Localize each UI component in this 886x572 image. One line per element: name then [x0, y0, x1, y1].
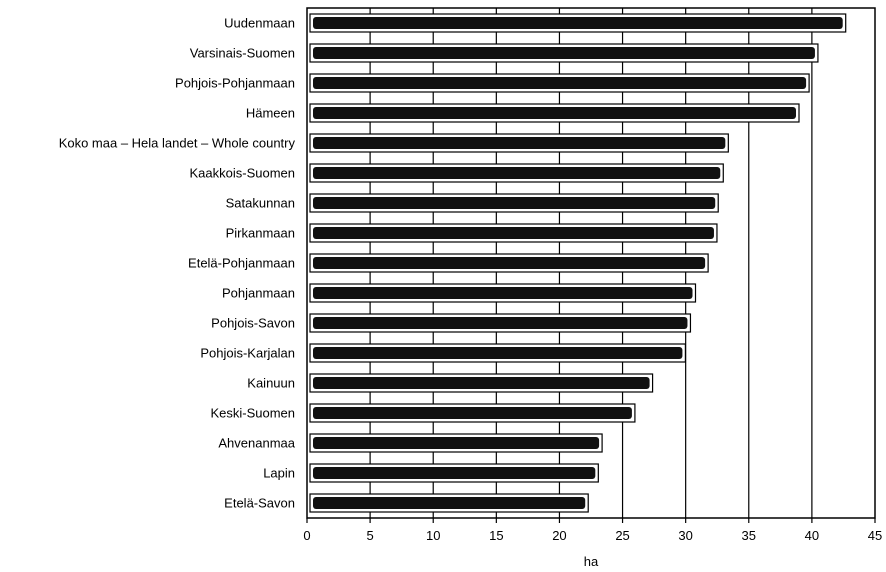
x-tick-label: 0: [303, 528, 310, 543]
plot-frame: [306, 7, 876, 519]
x-tick-label: 30: [678, 528, 692, 543]
bar: [313, 257, 706, 269]
x-tick-label: 10: [426, 528, 440, 543]
bar: [313, 227, 714, 239]
category-label: Koko maa – Hela landet – Whole country: [59, 136, 296, 151]
x-tick-label: 5: [366, 528, 373, 543]
category-labels: Uudenmaan Varsinais-Suomen Pohjois-Pohjanm…: [59, 16, 296, 511]
category-label: Keski-Suomen: [210, 406, 295, 421]
bar: [313, 137, 726, 149]
bar: [313, 287, 693, 299]
bar: [313, 497, 586, 509]
category-label: Pohjanmaan: [222, 286, 295, 301]
bar: [313, 467, 596, 479]
bar: [313, 77, 807, 89]
category-label: Kaakkois-Suomen: [190, 166, 296, 181]
category-label: Pohjois-Savon: [211, 316, 295, 331]
bar: [313, 407, 632, 419]
category-label: Varsinais-Suomen: [190, 46, 295, 61]
x-tick-label: 40: [805, 528, 819, 543]
x-tick-label: 20: [552, 528, 566, 543]
x-tick-label: 45: [868, 528, 882, 543]
bar: [313, 17, 843, 29]
category-label: Lapin: [263, 466, 295, 481]
bar: [313, 317, 688, 329]
category-label: Etelä-Pohjanmaan: [188, 256, 295, 271]
category-label: Satakunnan: [226, 196, 295, 211]
category-label: Hämeen: [246, 106, 295, 121]
x-tick-label: 35: [742, 528, 756, 543]
x-tick-label: 25: [615, 528, 629, 543]
category-label: Pirkanmaan: [226, 226, 295, 241]
category-label: Pohjois-Karjalan: [200, 346, 295, 361]
bar: [313, 47, 815, 59]
category-label: Kainuun: [247, 376, 295, 391]
bar: [313, 197, 716, 209]
bar: [313, 167, 721, 179]
bar: [313, 377, 650, 389]
category-label: Ahvenanmaa: [218, 436, 295, 451]
bar: [313, 107, 797, 119]
category-label: Pohjois-Pohjanmaan: [175, 76, 295, 91]
x-axis-title: ha: [584, 554, 599, 569]
x-axis-ticks: 0 5 10 15 20 25 30 35 40 45: [303, 518, 882, 543]
bar: [313, 347, 683, 359]
category-label: Etelä-Savon: [224, 496, 295, 511]
category-label: Uudenmaan: [224, 16, 295, 31]
bar: [313, 437, 600, 449]
bars: [309, 13, 847, 513]
x-tick-label: 15: [489, 528, 503, 543]
